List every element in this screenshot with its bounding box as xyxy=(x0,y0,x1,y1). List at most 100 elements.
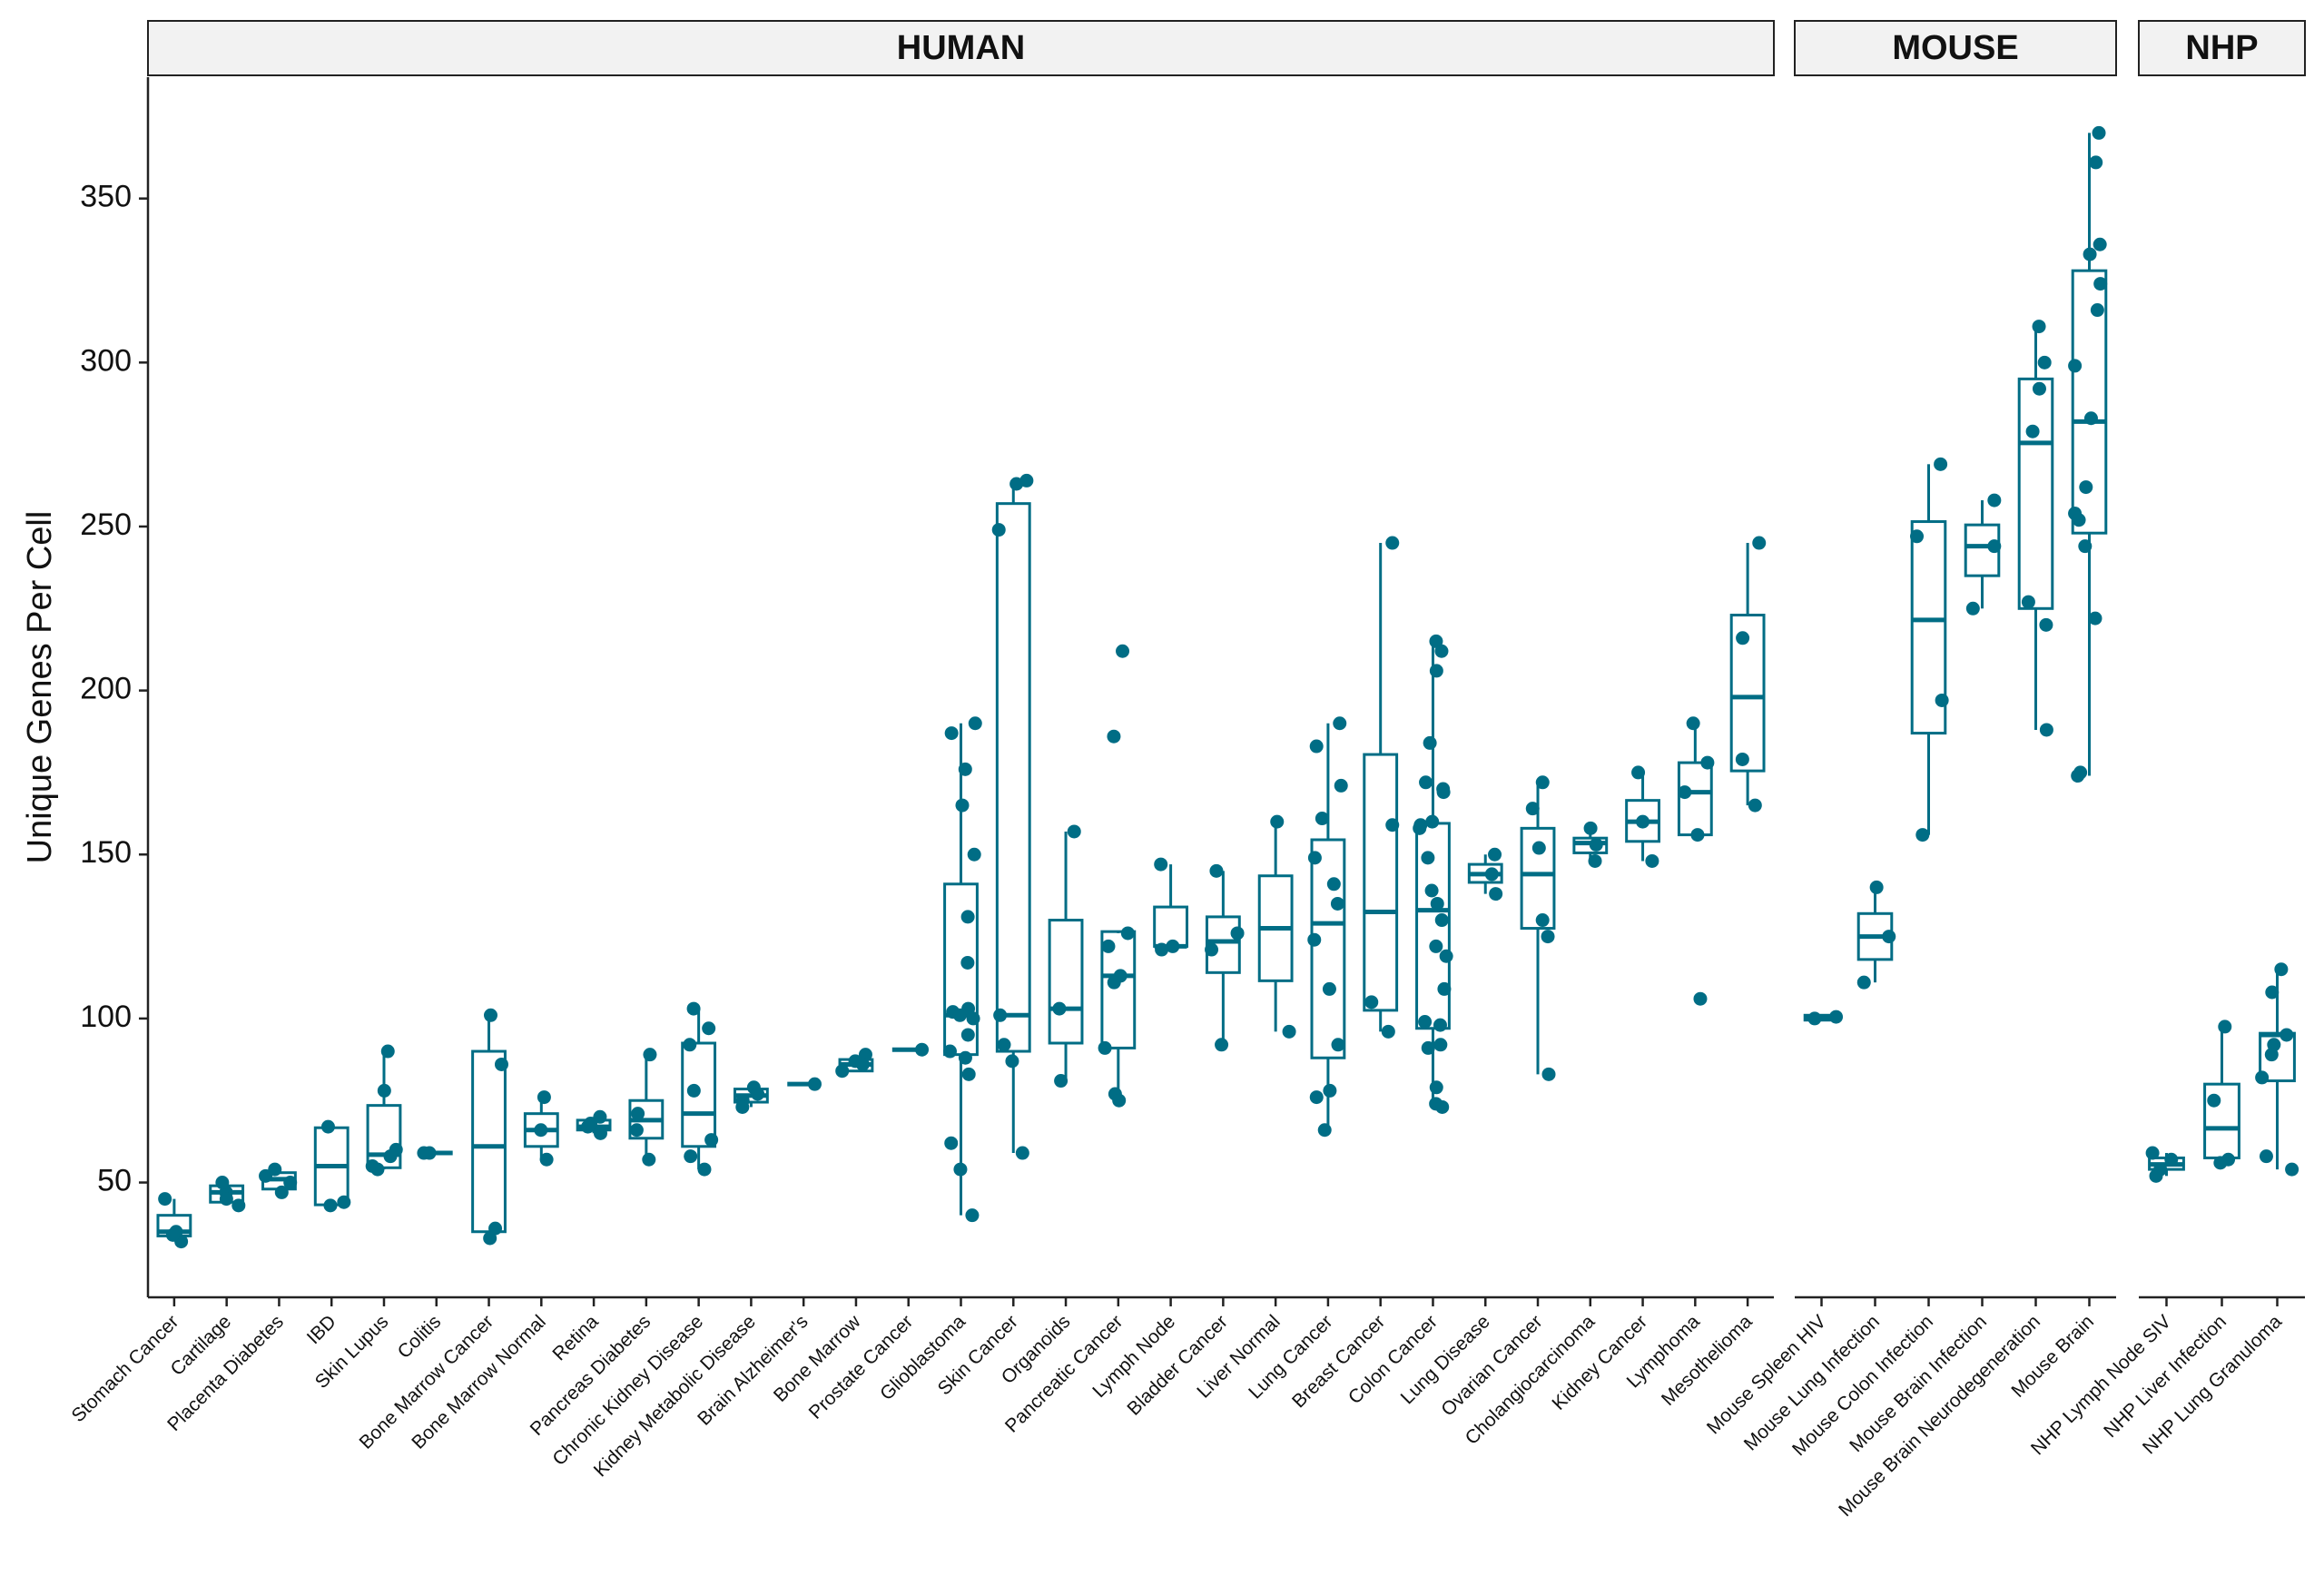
data-point xyxy=(855,1057,870,1071)
data-point xyxy=(593,1109,607,1124)
data-point xyxy=(231,1198,246,1213)
data-point xyxy=(1882,930,1896,944)
box xyxy=(681,1041,717,1148)
box xyxy=(1910,520,1947,735)
data-point xyxy=(593,1126,607,1140)
data-point xyxy=(1107,729,1121,744)
data-point xyxy=(944,726,959,741)
data-point xyxy=(1052,1001,1067,1016)
data-point xyxy=(1155,942,1169,957)
data-point xyxy=(1700,755,1715,770)
data-point xyxy=(642,1152,656,1167)
data-point xyxy=(2083,247,2097,261)
box xyxy=(1048,919,1084,1045)
data-point xyxy=(337,1195,351,1209)
data-point xyxy=(2021,595,2035,609)
data-point xyxy=(1636,814,1650,829)
box xyxy=(995,502,1031,1053)
data-point xyxy=(323,1198,338,1213)
data-point xyxy=(383,1149,398,1164)
data-point xyxy=(1437,981,1452,996)
data-point xyxy=(1282,1024,1296,1039)
data-point xyxy=(1829,1010,1844,1024)
data-point xyxy=(1309,739,1324,754)
data-point xyxy=(2025,424,2040,438)
data-point xyxy=(320,1119,335,1134)
box xyxy=(1520,826,1556,931)
data-point xyxy=(1583,821,1598,835)
data-point xyxy=(1322,981,1336,996)
data-point xyxy=(643,1048,657,1062)
box xyxy=(1310,838,1346,1059)
box xyxy=(1729,614,1766,773)
data-point xyxy=(2072,513,2086,527)
data-point xyxy=(1429,1080,1443,1095)
data-point xyxy=(2032,381,2046,396)
data-point xyxy=(1631,765,1646,780)
data-point xyxy=(1098,1040,1112,1055)
data-point xyxy=(1421,851,1435,865)
data-point xyxy=(952,1008,967,1022)
data-point xyxy=(380,1044,395,1059)
data-point xyxy=(1101,939,1116,953)
data-point xyxy=(1419,775,1433,790)
data-point xyxy=(751,1087,765,1101)
data-point xyxy=(1535,913,1550,928)
data-point xyxy=(1439,949,1453,963)
box xyxy=(2017,377,2054,610)
data-point xyxy=(1209,863,1224,878)
data-point xyxy=(274,1185,289,1199)
data-point xyxy=(1748,798,1762,813)
data-point xyxy=(2083,411,2098,426)
data-point xyxy=(1067,824,1081,839)
data-point xyxy=(1525,802,1540,816)
data-point xyxy=(2093,277,2108,291)
y-tick-label: 50 xyxy=(97,1164,132,1198)
y-tick-label: 250 xyxy=(80,507,132,542)
data-point xyxy=(1309,1090,1324,1105)
data-point xyxy=(1987,539,2002,554)
y-tick-label: 150 xyxy=(80,835,132,870)
data-point xyxy=(1009,477,1024,491)
data-point xyxy=(960,1028,975,1042)
data-point xyxy=(991,523,1006,537)
x-tick-label: Stomach Cancer xyxy=(68,1311,183,1426)
data-point xyxy=(968,716,982,731)
box xyxy=(471,1049,507,1234)
data-point xyxy=(704,1133,719,1148)
y-tick-label: 200 xyxy=(80,672,132,706)
data-point xyxy=(1307,932,1322,947)
data-point xyxy=(1678,785,1692,800)
data-point xyxy=(370,1162,385,1177)
y-axis-label: Unique Genes Per Cell xyxy=(21,511,59,864)
data-point xyxy=(1166,939,1180,953)
data-point xyxy=(2090,303,2104,318)
data-point xyxy=(1735,752,1749,766)
data-point xyxy=(955,798,970,813)
data-point xyxy=(1270,814,1285,829)
x-tick-label: IBD xyxy=(303,1311,340,1348)
data-point xyxy=(1112,1093,1127,1108)
data-point xyxy=(2265,985,2280,1000)
data-point xyxy=(1054,1074,1068,1089)
data-point xyxy=(1421,1040,1435,1055)
data-point xyxy=(2285,1162,2299,1177)
data-point xyxy=(539,1152,554,1167)
data-point xyxy=(1334,778,1348,793)
facet-title: HUMAN xyxy=(897,29,1025,67)
data-point xyxy=(1005,1054,1019,1069)
data-point xyxy=(1215,1038,1229,1052)
data-point xyxy=(2255,1070,2270,1085)
data-point xyxy=(631,1107,645,1121)
data-point xyxy=(960,955,975,970)
data-point xyxy=(1433,1018,1447,1032)
data-point xyxy=(1531,841,1546,855)
data-point xyxy=(1541,930,1555,944)
data-point xyxy=(1856,975,1871,990)
data-point xyxy=(2207,1093,2221,1108)
data-point xyxy=(807,1077,822,1091)
box xyxy=(1572,836,1609,854)
data-point xyxy=(1430,896,1444,911)
data-point xyxy=(1435,1099,1450,1114)
